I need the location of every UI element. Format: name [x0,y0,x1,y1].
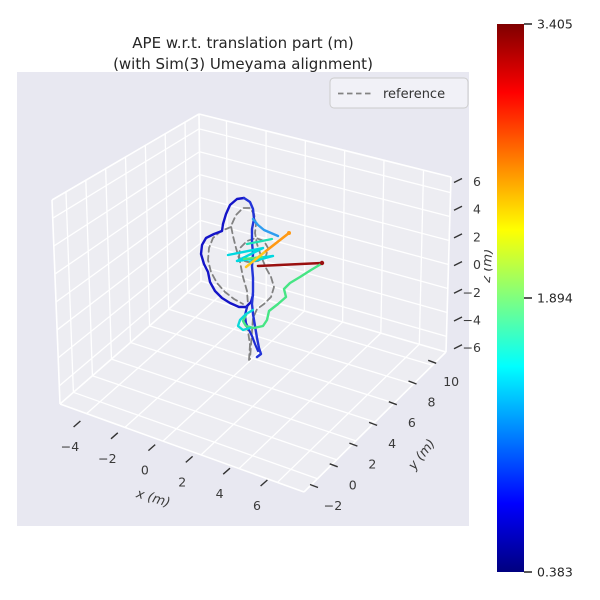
axis-ticks [73,177,463,489]
x-tick-label: −2 [98,451,116,466]
x-tick-label: 6 [253,498,261,513]
z-tick-label: −6 [463,340,481,355]
legend-box [329,77,469,109]
y-tick-label: 8 [428,395,436,410]
colorbar-tick-label: 3.405 [537,17,573,32]
trajectory-estimate-turquoise [245,237,274,246]
trajectory-estimate-cyan-zigzag [226,246,275,264]
x-tick-label: −4 [61,439,79,454]
z-tick-label: 0 [473,257,481,272]
darkred-endpoint [319,260,325,266]
y-tick-label: 2 [368,457,376,472]
trajectory-estimate-blue-center [242,196,263,359]
z-tick-label: −2 [463,285,481,300]
z-axis-label: z (m) [479,248,496,284]
pane-edges [51,113,452,493]
y-tick-label: 6 [408,415,416,430]
z-tick-label: 6 [473,174,481,189]
y-tick-label: 0 [349,477,357,492]
trajectory-estimate-blue-loop [199,196,255,309]
trajectory-estimate-orange [264,231,291,253]
y-tick-label: 10 [443,374,459,389]
trajectory-reference [207,226,244,305]
y-tick-label: 4 [388,436,396,451]
trajectories [199,196,325,361]
z-tick-label: −4 [463,313,481,328]
x-tick-label: 4 [216,486,224,501]
z-axis: 6 4 2 0 −2 −4 −6 z (m) [463,174,496,355]
pane-right-wall [199,114,451,352]
grid-lines [52,120,451,483]
axes-panes [52,114,451,492]
legend: reference [329,77,469,109]
z-tick-label: 2 [473,229,481,244]
legend-reference-label: reference [383,87,445,102]
chart-title-line1: APE w.r.t. translation part (m) [132,34,354,52]
x-tick-label: 2 [178,474,186,489]
trajectory-estimate-green [241,262,323,330]
colorbar-tick-label: 1.894 [537,291,573,306]
pane-left-wall [52,114,201,404]
z-axis-label-clipped: z (m) [479,248,496,284]
y-tick-label: −2 [324,498,342,513]
x-tick-label: 0 [141,463,149,478]
trajectory-estimate-gold [244,249,268,269]
colorbar-gradient [497,24,524,572]
orange-endpoint [287,231,291,235]
trajectory-estimate-skyblue [251,217,280,238]
chart-title: APE w.r.t. translation part (m) (with Si… [0,33,486,75]
colorbar: 3.405 1.894 0.383 [497,17,573,580]
z-tick-label: 4 [473,202,481,217]
chart-title-line2: (with Sim(3) Umeyama alignment) [113,55,373,73]
trajectory-estimate-darkred [256,261,324,268]
colorbar-tick-label: 0.383 [537,565,573,580]
trajectory-estimate-cyan-bottom [236,308,255,332]
